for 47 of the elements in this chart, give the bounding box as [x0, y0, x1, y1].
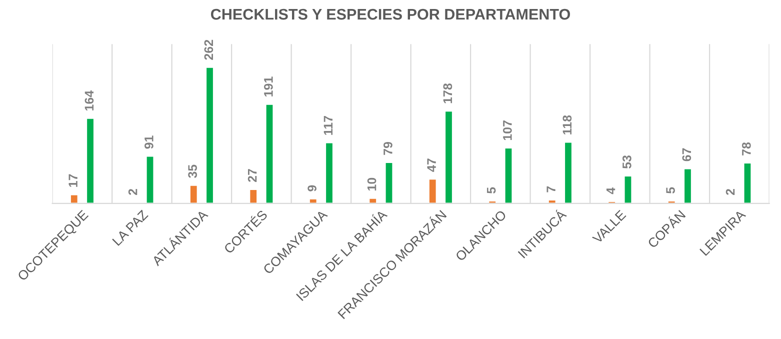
data-label: 262 — [204, 40, 214, 60]
bar — [504, 147, 514, 204]
data-label: 164 — [84, 90, 94, 110]
data-label: 17 — [68, 174, 78, 187]
bar — [205, 66, 214, 204]
data-label: 27 — [248, 169, 257, 182]
data-label: 2 — [726, 188, 735, 195]
bar — [324, 142, 334, 204]
data-label: 78 — [742, 142, 751, 156]
bar — [248, 188, 258, 204]
data-label: 5 — [666, 187, 675, 194]
data-label: 35 — [188, 164, 197, 178]
data-label: 79 — [384, 142, 392, 155]
bar — [444, 110, 454, 204]
data-label: 67 — [682, 148, 692, 162]
data-label: 107 — [502, 120, 512, 140]
bar — [488, 200, 497, 204]
bar — [384, 162, 394, 204]
bar — [683, 168, 692, 204]
bar — [264, 103, 274, 204]
data-label: 2 — [128, 188, 138, 195]
bar — [189, 184, 198, 204]
data-label: 4 — [606, 187, 616, 194]
bar — [548, 199, 557, 204]
bar — [742, 162, 752, 204]
bar — [368, 198, 378, 204]
bar — [70, 194, 79, 204]
bar — [667, 200, 676, 204]
data-label: 5 — [486, 187, 496, 194]
data-label: 7 — [546, 186, 556, 192]
bar — [145, 155, 155, 204]
bar — [86, 117, 95, 204]
bar — [564, 141, 573, 204]
data-label: 191 — [264, 76, 273, 96]
data-label: 91 — [144, 136, 154, 149]
chart-title: CHECKLISTS Y ESPECIES POR DEPARTAMENTO — [210, 8, 570, 20]
data-label: 47 — [427, 158, 436, 172]
data-label: 10 — [367, 178, 376, 190]
bar — [607, 200, 616, 204]
bar — [428, 178, 438, 204]
data-label: 117 — [324, 116, 332, 135]
data-label: 53 — [622, 155, 632, 169]
bar — [308, 198, 318, 204]
data-label: 178 — [443, 83, 452, 104]
data-label: 118 — [562, 115, 572, 134]
data-label: 9 — [308, 185, 316, 192]
bar — [623, 175, 633, 204]
